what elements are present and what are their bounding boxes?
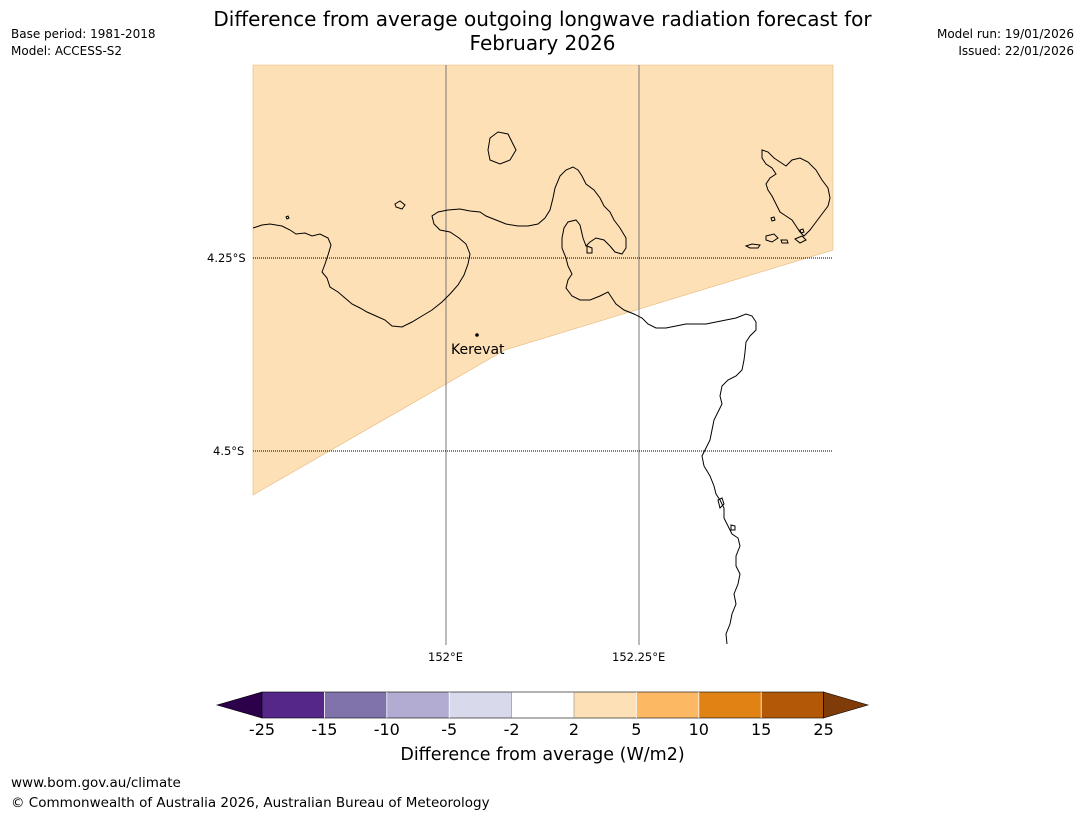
islet-9 xyxy=(730,524,736,531)
islet-1 xyxy=(285,215,290,220)
model-text: Model: ACCESS-S2 xyxy=(11,44,123,58)
colorbar-tick: -5 xyxy=(441,720,458,739)
islet-inner-bay xyxy=(586,245,593,254)
colorbar-bin-1 xyxy=(262,692,325,718)
colorbar-tick: -25 xyxy=(248,720,276,739)
colorbar-tick: 10 xyxy=(688,720,709,739)
kerevat-marker xyxy=(475,333,479,337)
colorbar-max-extension xyxy=(823,691,870,719)
coastline-main xyxy=(252,166,757,645)
title-line-1: Difference from average outgoing longwav… xyxy=(213,7,872,31)
colorbar-tick: 15 xyxy=(751,720,772,739)
base-period-text: Base period: 1981-2018 xyxy=(11,27,156,41)
colorbar-tick: 2 xyxy=(568,720,580,739)
islet-3 xyxy=(765,233,779,243)
colorbar-bin-9 xyxy=(761,692,824,718)
lat-label-4-5: 4.5°S xyxy=(213,444,245,458)
island-small-west xyxy=(394,200,406,210)
islet-7 xyxy=(799,228,805,234)
colorbar-tick: -2 xyxy=(503,720,520,739)
place-label-kerevat: Kerevat xyxy=(451,342,505,358)
island-north xyxy=(487,131,517,165)
islet-4 xyxy=(780,239,789,244)
colorbar xyxy=(215,691,870,719)
islet-2 xyxy=(744,243,761,249)
footer-copyright: © Commonwealth of Australia 2026, Austra… xyxy=(11,795,490,811)
islet-8 xyxy=(717,497,725,509)
colorbar-bin-3 xyxy=(386,692,450,718)
colorbar-tick: -15 xyxy=(311,720,338,739)
islet-6 xyxy=(770,216,776,222)
header-left: Base period: 1981-2018 Model: ACCESS-S2 xyxy=(11,26,156,60)
colorbar-tick: -10 xyxy=(373,720,400,739)
lat-label-4-25: 4.25°S xyxy=(207,251,246,265)
colorbar-bin-7 xyxy=(636,692,699,718)
header-right: Model run: 19/01/2026 Issued: 22/01/2026 xyxy=(937,26,1074,60)
colorbar-title: Difference from average (W/m2) xyxy=(400,745,685,765)
page-title: Difference from average outgoing longwav… xyxy=(180,7,905,55)
colorbar-tick: 25 xyxy=(813,720,834,739)
lon-label-152-25: 152.25°E xyxy=(612,650,666,664)
lon-label-152: 152°E xyxy=(428,650,463,664)
colorbar-bin-5 xyxy=(511,692,574,718)
footer-website: www.bom.gov.au/climate xyxy=(11,775,181,791)
colorbar-min-extension xyxy=(215,691,263,719)
model-run-text: Model run: 19/01/2026 xyxy=(936,27,1074,41)
duke-of-york-islands xyxy=(761,149,831,237)
colorbar-bin-4 xyxy=(449,692,512,718)
title-line-2: February 2026 xyxy=(469,31,616,55)
islet-5 xyxy=(794,235,807,244)
colorbar-tick: 5 xyxy=(631,720,642,739)
issued-text: Issued: 22/01/2026 xyxy=(958,44,1074,58)
colorbar-outline xyxy=(261,691,824,719)
colorbar-bin-2 xyxy=(324,692,387,718)
anomaly-region xyxy=(252,64,834,496)
colorbar-bin-6 xyxy=(574,692,637,718)
colorbar-bin-8 xyxy=(698,692,762,718)
